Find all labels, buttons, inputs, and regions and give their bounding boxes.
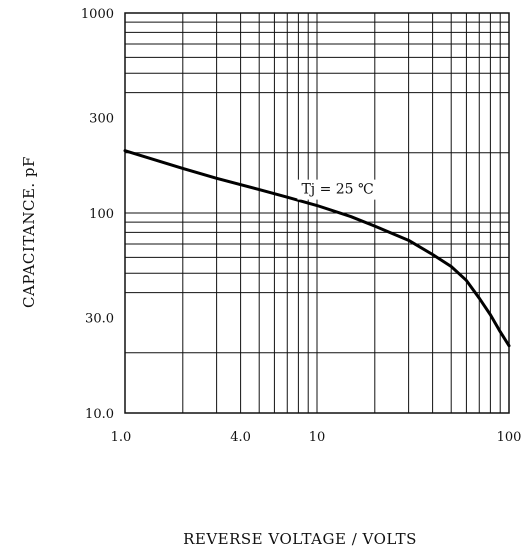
x-axis-title: REVERSE VOLTAGE / VOLTS [183, 530, 417, 548]
annotation-layer: Tj = 25 ℃ [297, 179, 378, 200]
annotation-background [297, 179, 378, 200]
y-axis-title: CAPACITANCE. pF [20, 156, 38, 308]
y-tick-label: 100 [89, 207, 114, 222]
x-tick-label: 10 [309, 430, 326, 445]
y-tick-label: 30.0 [85, 312, 114, 327]
series-layer [123, 149, 511, 348]
series-line [123, 149, 511, 348]
y-tick-label: 10.0 [85, 407, 114, 422]
x-tick-label: 1.0 [111, 430, 132, 445]
y-tick-label: 300 [89, 112, 114, 127]
y-tick-label: 1000 [81, 7, 114, 22]
plot-frame [124, 12, 510, 414]
annotation-label: Tj = 25 ℃ [301, 182, 373, 198]
x-tick-label: 4.0 [230, 430, 251, 445]
grid-layer [124, 12, 510, 414]
tick-layer: 1000 300 100 30.0 10.0 1.0 4.0 10 100 [81, 7, 522, 445]
x-tick-label: 100 [497, 430, 522, 445]
